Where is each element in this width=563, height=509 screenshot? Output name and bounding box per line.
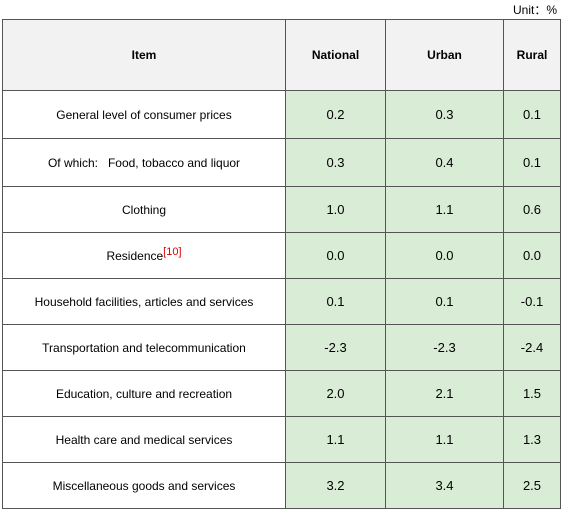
row-national-value: -2.3: [285, 324, 386, 371]
table-row: Miscellaneous goods and services 3.2 3.4…: [2, 462, 561, 509]
row-item-label-residence: Residence[10]: [2, 232, 286, 279]
row-national-value: 2.0: [285, 370, 386, 417]
row-rural-value: -0.1: [503, 278, 561, 325]
table-row: Transportation and telecommunication -2.…: [2, 324, 561, 371]
header-row: Item National Urban Rural: [2, 19, 561, 91]
footnote-ref[interactable]: [10]: [163, 245, 182, 258]
row-national-value: 0.1: [285, 278, 386, 325]
row-rural-value: 1.3: [503, 416, 561, 463]
table-row: Of which: Food, tobacco and liquor 0.3 0…: [2, 138, 561, 187]
table-row: Residence[10] 0.0 0.0 0.0: [2, 232, 561, 279]
unit-label: Unit：%: [512, 3, 557, 17]
row-urban-value: 1.1: [385, 186, 504, 233]
table-row: Education, culture and recreation 2.0 2.…: [2, 370, 561, 417]
row-item-label: Of which: Food, tobacco and liquor: [2, 138, 286, 187]
header-urban: Urban: [385, 19, 504, 91]
row-item-label: Clothing: [2, 186, 286, 233]
row-rural-value: 0.1: [503, 138, 561, 187]
header-rural: Rural: [503, 19, 561, 91]
row-item-label: Transportation and telecommunication: [2, 324, 286, 371]
table-row: Clothing 1.0 1.1 0.6: [2, 186, 561, 233]
header-national: National: [285, 19, 386, 91]
row-national-value: 0.2: [285, 90, 386, 139]
row-national-value: 1.0: [285, 186, 386, 233]
table-row: General level of consumer prices 0.2 0.3…: [2, 90, 561, 139]
table-row: Household facilities, articles and servi…: [2, 278, 561, 325]
row-item-label: Education, culture and recreation: [2, 370, 286, 417]
row-rural-value: 2.5: [503, 462, 561, 509]
row-rural-value: -2.4: [503, 324, 561, 371]
cpi-table: Item National Urban Rural General level …: [2, 19, 561, 509]
row-item-text: Residence: [106, 248, 164, 263]
row-urban-value: 0.3: [385, 90, 504, 139]
row-item-label: Household facilities, articles and servi…: [2, 278, 286, 325]
row-rural-value: 1.5: [503, 370, 561, 417]
row-urban-value: 0.4: [385, 138, 504, 187]
row-national-value: 1.1: [285, 416, 386, 463]
row-rural-value: 0.6: [503, 186, 561, 233]
row-national-value: 0.3: [285, 138, 386, 187]
row-item-label: General level of consumer prices: [2, 90, 286, 139]
row-rural-value: 0.0: [503, 232, 561, 279]
row-national-value: 0.0: [285, 232, 386, 279]
row-urban-value: 0.0: [385, 232, 504, 279]
row-rural-value: 0.1: [503, 90, 561, 139]
row-urban-value: -2.3: [385, 324, 504, 371]
row-national-value: 3.2: [285, 462, 386, 509]
row-urban-value: 1.1: [385, 416, 504, 463]
row-urban-value: 0.1: [385, 278, 504, 325]
row-item-label: Health care and medical services: [2, 416, 286, 463]
header-item: Item: [2, 19, 286, 91]
row-urban-value: 3.4: [385, 462, 504, 509]
row-item-label: Miscellaneous goods and services: [2, 462, 286, 509]
table-row: Health care and medical services 1.1 1.1…: [2, 416, 561, 463]
row-urban-value: 2.1: [385, 370, 504, 417]
